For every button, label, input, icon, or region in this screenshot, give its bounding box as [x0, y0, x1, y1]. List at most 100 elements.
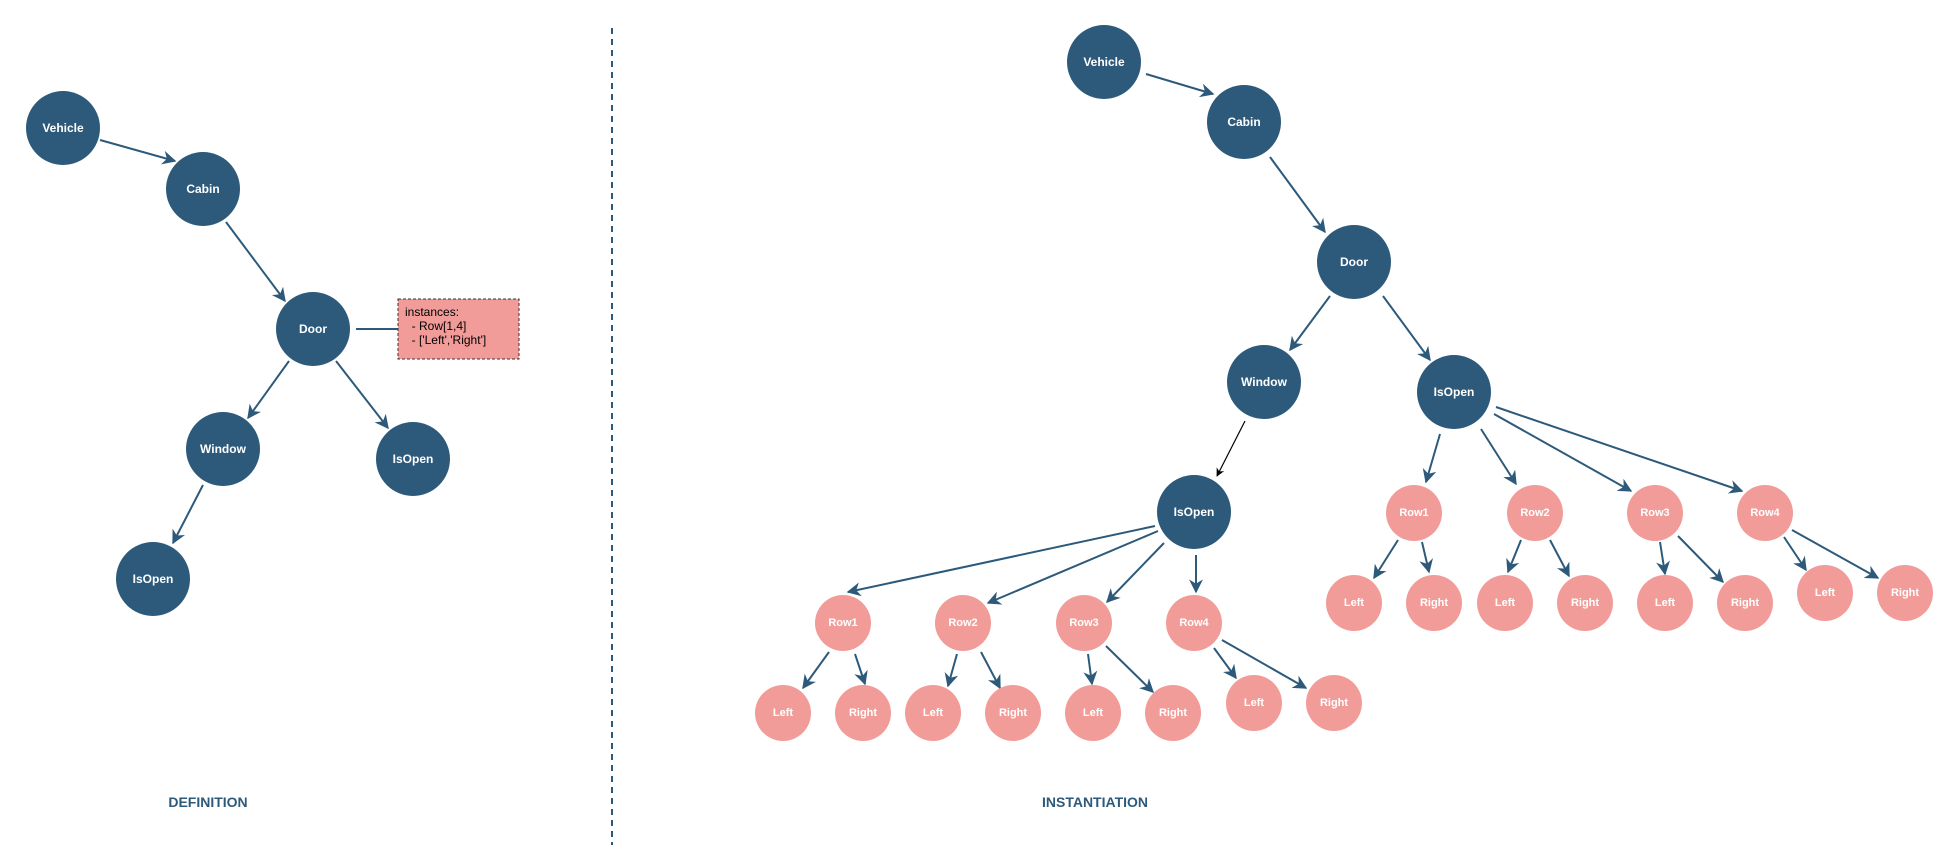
- inst-window-row2-right-label: Right: [999, 707, 1027, 719]
- inst-edge-drow2-left: [1506, 539, 1522, 574]
- inst-edge-wrow4-right: [1221, 639, 1308, 689]
- inst-edge-drow4-left: [1783, 536, 1807, 572]
- inst-door-row2-right: Right: [1557, 575, 1613, 631]
- inst-door-row3-left-label: Left: [1655, 597, 1676, 609]
- def-edge-door-isopen: [335, 360, 389, 430]
- inst-door-row3-right-label: Right: [1731, 597, 1759, 609]
- def-note-line-1: instances:: [405, 305, 459, 319]
- inst-window-row1: Row1: [815, 595, 871, 651]
- inst-edge-door-isopen: [1382, 295, 1431, 362]
- def-note-line-3: - ['Left','Right']: [405, 333, 486, 347]
- instantiation-section: Vehicle Cabin Door Window IsOpen IsOpen …: [755, 25, 1933, 810]
- inst-edge-wisopen-row2: [986, 530, 1159, 605]
- inst-edge-vehicle-cabin: [1145, 73, 1215, 98]
- def-node-door: Door: [276, 292, 350, 366]
- def-node-vehicle: Vehicle: [26, 91, 100, 165]
- inst-node-cabin-label: Cabin: [1227, 115, 1260, 129]
- def-node-door-label: Door: [299, 322, 327, 336]
- inst-door-row4-left: Left: [1797, 565, 1853, 621]
- inst-window-row4: Row4: [1166, 595, 1222, 651]
- inst-door-row1-label: Row1: [1399, 507, 1428, 519]
- inst-window-row3-left: Left: [1065, 685, 1121, 741]
- inst-node-window-isopen: IsOpen: [1157, 475, 1231, 549]
- inst-door-row2-left: Left: [1477, 575, 1533, 631]
- inst-window-row1-label: Row1: [828, 617, 857, 629]
- def-node-cabin-label: Cabin: [186, 182, 219, 196]
- inst-window-row1-left-label: Left: [773, 707, 794, 719]
- inst-window-row4-right: Right: [1306, 675, 1362, 731]
- inst-window-row3-right-label: Right: [1159, 707, 1187, 719]
- inst-edge-drow3-left: [1656, 541, 1670, 576]
- inst-door-row4-left-label: Left: [1815, 587, 1836, 599]
- inst-window-row3-right: Right: [1145, 685, 1201, 741]
- inst-edge-door-window: [1289, 295, 1331, 352]
- inst-door-row3-right: Right: [1717, 575, 1773, 631]
- inst-door-row1-left: Left: [1326, 575, 1382, 631]
- inst-door-row4-right: Right: [1877, 565, 1933, 621]
- def-node-window-label: Window: [200, 442, 247, 456]
- inst-door-row4-right-label: Right: [1891, 587, 1919, 599]
- inst-node-door: Door: [1317, 225, 1391, 299]
- def-node-window: Window: [186, 412, 260, 486]
- inst-door-row3-left: Left: [1637, 575, 1693, 631]
- definition-section: Vehicle Cabin Door Window IsOpen IsOpen …: [26, 91, 520, 810]
- inst-node-vehicle-label: Vehicle: [1083, 55, 1125, 69]
- inst-node-window-isopen-label: IsOpen: [1174, 505, 1215, 519]
- inst-door-row4: Row4: [1737, 485, 1793, 541]
- inst-window-row1-left: Left: [755, 685, 811, 741]
- def-node-vehicle-label: Vehicle: [42, 121, 84, 135]
- inst-window-row3: Row3: [1056, 595, 1112, 651]
- def-instances-note: instances: - Row[1,4] - ['Left','Right']: [397, 298, 520, 360]
- inst-edge-wrow2-left: [944, 653, 959, 688]
- inst-edge-wrow3-left: [1083, 653, 1098, 686]
- inst-door-row3-label: Row3: [1640, 507, 1669, 519]
- inst-door-row3: Row3: [1627, 485, 1683, 541]
- def-edge-vehicle-cabin: [99, 139, 177, 165]
- inst-edge-wisopen-row1: [846, 525, 1156, 597]
- inst-edge-drow1-right: [1419, 541, 1433, 574]
- inst-edge-drow4-right: [1791, 529, 1880, 579]
- def-edge-door-window: [247, 360, 290, 420]
- inst-node-window: Window: [1227, 345, 1301, 419]
- instantiation-title: INSTANTIATION: [1042, 794, 1148, 810]
- inst-edge-drow1-left: [1373, 539, 1399, 580]
- inst-window-row3-left-label: Left: [1083, 707, 1104, 719]
- inst-window-row2-left-label: Left: [923, 707, 944, 719]
- inst-edge-wrow1-left: [802, 651, 830, 690]
- inst-edge-window-isopen: [1216, 420, 1246, 477]
- inst-door-row2-right-label: Right: [1571, 597, 1599, 609]
- def-node-window-isopen-label: IsOpen: [133, 572, 174, 586]
- inst-node-door-label: Door: [1340, 255, 1368, 269]
- definition-title: DEFINITION: [168, 794, 247, 810]
- inst-window-row2-right: Right: [985, 685, 1041, 741]
- inst-edge-wrow3-right: [1105, 645, 1155, 693]
- inst-door-row2-left-label: Left: [1495, 597, 1516, 609]
- inst-node-vehicle: Vehicle: [1067, 25, 1141, 99]
- inst-door-row1-right-label: Right: [1420, 597, 1448, 609]
- inst-node-window-label: Window: [1241, 375, 1288, 389]
- inst-edge-drow3-right: [1677, 535, 1724, 584]
- inst-edge-disopen-row3: [1493, 413, 1633, 492]
- inst-window-row4-left-label: Left: [1244, 697, 1265, 709]
- inst-window-row4-left: Left: [1226, 675, 1282, 731]
- inst-edge-disopen-row2: [1480, 428, 1517, 486]
- inst-edge-drow2-right: [1549, 539, 1570, 578]
- def-node-window-isopen: IsOpen: [116, 542, 190, 616]
- def-node-door-isopen: IsOpen: [376, 422, 450, 496]
- inst-node-door-isopen-label: IsOpen: [1434, 385, 1475, 399]
- inst-door-row2: Row2: [1507, 485, 1563, 541]
- def-note-line-2: - Row[1,4]: [405, 319, 466, 333]
- inst-door-row4-label: Row4: [1750, 507, 1780, 519]
- inst-window-row3-label: Row3: [1069, 617, 1098, 629]
- inst-edge-disopen-row1: [1422, 433, 1441, 484]
- inst-node-door-isopen: IsOpen: [1417, 355, 1491, 429]
- inst-door-row1-left-label: Left: [1344, 597, 1365, 609]
- def-node-cabin: Cabin: [166, 152, 240, 226]
- def-note-text: instances: - Row[1,4] - ['Left','Right']: [405, 305, 486, 347]
- inst-edge-wrow1-right: [854, 653, 868, 686]
- def-node-door-isopen-label: IsOpen: [393, 452, 434, 466]
- def-edge-window-isopen: [172, 484, 204, 545]
- inst-door-row2-label: Row2: [1520, 507, 1549, 519]
- inst-edge-cabin-door: [1269, 156, 1326, 234]
